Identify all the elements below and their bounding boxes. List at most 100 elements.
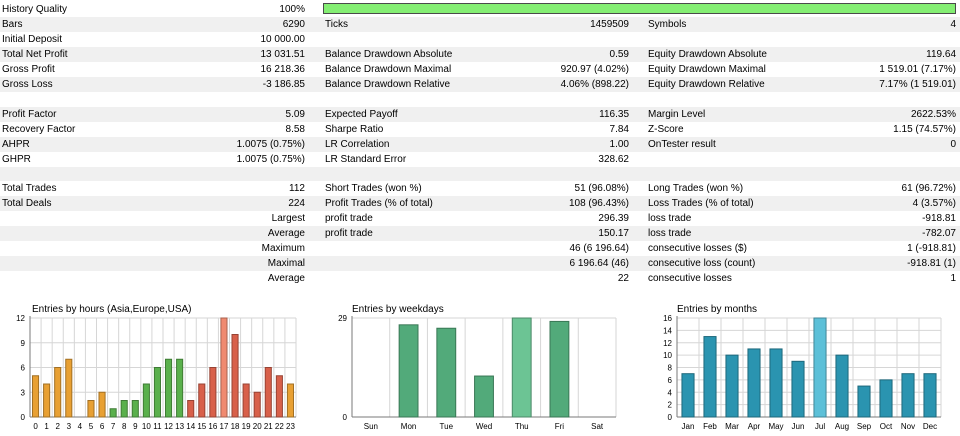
x-tick-label: Tue	[440, 422, 454, 431]
row-spacer	[0, 166, 960, 181]
row-ghpr: GHPR 1.0075 (0.75%) LR Standard Error 32…	[0, 152, 960, 167]
x-tick-label: 20	[253, 422, 262, 431]
bar-1	[43, 383, 51, 418]
history-quality-bar	[323, 3, 956, 14]
row-bars: Bars 6290 Ticks 1459509 Symbols 4	[0, 17, 960, 32]
x-tick-label: 15	[197, 422, 206, 431]
maximal-loss-label: consecutive loss (count)	[648, 258, 756, 269]
average-label: Average	[267, 228, 305, 239]
y-tick-label: 3	[21, 388, 26, 397]
profit-trades-label: Profit Trades (% of total)	[325, 198, 433, 209]
gross-loss-label: Gross Loss	[2, 79, 53, 90]
y-tick-label: 2	[668, 401, 673, 410]
equity-dd-max-value: 1 519.01 (7.17%)	[879, 64, 956, 75]
x-tick-label: 4	[78, 422, 83, 431]
equity-dd-rel-value: 7.17% (1 519.01)	[879, 79, 956, 90]
symbols-value: 4	[950, 19, 956, 30]
balance-dd-abs-value: 0.59	[609, 49, 629, 60]
bar-may	[769, 348, 783, 418]
chart-title: Entries by hours (Asia,Europe,USA)	[32, 304, 192, 315]
bar-21	[264, 367, 272, 418]
total-deals-label: Total Deals	[2, 198, 52, 209]
y-tick-label: 0	[343, 413, 348, 422]
sharpe-ratio-value: 7.84	[609, 123, 629, 135]
bar-20	[253, 391, 261, 418]
maximum-loss-label: consecutive losses ($)	[648, 243, 747, 254]
bar-oct	[879, 379, 893, 418]
bar-2	[54, 367, 62, 418]
bar-fri	[549, 320, 570, 418]
row-maximal: Maximal 6 196.64 (46) consecutive loss (…	[0, 256, 960, 271]
total-net-profit-label: Total Net Profit	[2, 49, 68, 60]
grid	[29, 317, 297, 418]
loss-trades-value: 4 (3.57%)	[912, 198, 956, 209]
ahpr-label: AHPR	[2, 138, 30, 150]
bar-jun	[791, 360, 805, 418]
x-tick-label: Mon	[401, 422, 417, 431]
x-tick-label: Thu	[515, 422, 529, 431]
maximal-profit-value: 6 196.64 (46)	[569, 258, 630, 269]
x-tick-label: 13	[175, 422, 184, 431]
lr-correlation-value: 1.00	[609, 138, 629, 150]
lr-std-error-value: 328.62	[598, 153, 629, 165]
y-tick-label: 12	[663, 339, 672, 348]
row-spacer	[0, 92, 960, 107]
expected-payoff-value: 116.35	[599, 108, 629, 120]
average-profit-label: profit trade	[325, 228, 373, 239]
maximum-profit-value: 46 (6 196.64)	[569, 243, 630, 254]
bar-3	[65, 358, 73, 418]
row-gross-profit: Gross Profit 16 218.36 Balance Drawdown …	[0, 62, 960, 77]
x-tick-label: 17	[220, 422, 229, 431]
x-tick-label: 16	[208, 422, 217, 431]
total-net-profit-value: 13 031.51	[260, 49, 306, 60]
average-loss-label: loss trade	[648, 228, 692, 239]
total-trades-value: 112	[289, 183, 305, 194]
x-tick-label: Mar	[725, 422, 739, 431]
bars-value: 6290	[282, 19, 305, 30]
equity-dd-abs-value: 119.64	[926, 49, 956, 60]
ghpr-value: 1.0075 (0.75%)	[236, 153, 305, 165]
balance-dd-rel-value: 4.06% (898.22)	[560, 79, 629, 90]
balance-dd-max-value: 920.97 (4.02%)	[560, 64, 629, 75]
recovery-factor-value: 8.58	[285, 123, 305, 135]
row-ahpr: AHPR 1.0075 (0.75%) LR Correlation 1.00 …	[0, 136, 960, 152]
chart-entries-by-weekdays: Entries by weekdays 0 29 Sun Mon Tue Wed Thu Fr…	[320, 300, 620, 436]
bar-dec	[923, 373, 937, 418]
long-trades-value: 61 (96.72%)	[901, 183, 956, 194]
average-profit-value: 150.17	[598, 228, 629, 239]
equity-dd-max-label: Equity Drawdown Maximal	[648, 64, 766, 75]
x-tick-label: 2	[55, 422, 60, 431]
profit-factor-value: 5.09	[285, 108, 305, 120]
symbols-label: Symbols	[648, 19, 687, 30]
y-tick-label: 9	[21, 339, 26, 348]
weekdays-bar-chart: 0 29 Sun Mon Tue Wed Thu Fri Sat	[338, 314, 617, 431]
bar-tue	[436, 327, 457, 418]
maximal-label: Maximal	[267, 258, 305, 269]
bar-23	[286, 383, 295, 418]
bar-0	[31, 375, 40, 418]
row-largest: Largest profit trade 296.39 loss trade -…	[0, 211, 960, 226]
y-tick-label: 10	[663, 351, 672, 360]
bar-8	[120, 400, 128, 418]
bar-nov	[901, 373, 915, 418]
bar-22	[275, 375, 283, 418]
largest-loss-label: loss trade	[648, 213, 692, 224]
gross-loss-value: -3 186.85	[262, 79, 305, 90]
bar-5	[87, 400, 95, 418]
row-initial-deposit: Initial Deposit 10 000.00	[0, 32, 960, 47]
x-tick-label: Jul	[815, 422, 825, 431]
bar-17	[220, 317, 228, 418]
x-tick-label: 5	[89, 422, 94, 431]
bar-9	[131, 400, 139, 418]
x-tick-label: 21	[264, 422, 273, 431]
bar-18	[231, 334, 239, 418]
x-tick-label: 1	[44, 422, 49, 431]
x-tick-label: 0	[33, 422, 38, 431]
equity-dd-rel-label: Equity Drawdown Relative	[648, 79, 765, 90]
margin-level-value: 2622.53%	[910, 108, 956, 120]
row-profit-factor: Profit Factor 5.09 Expected Payoff 116.3…	[0, 106, 960, 122]
short-trades-value: 51 (96.08%)	[574, 183, 629, 194]
x-tick-label: 14	[186, 422, 195, 431]
total-trades-label: Total Trades	[2, 183, 57, 194]
